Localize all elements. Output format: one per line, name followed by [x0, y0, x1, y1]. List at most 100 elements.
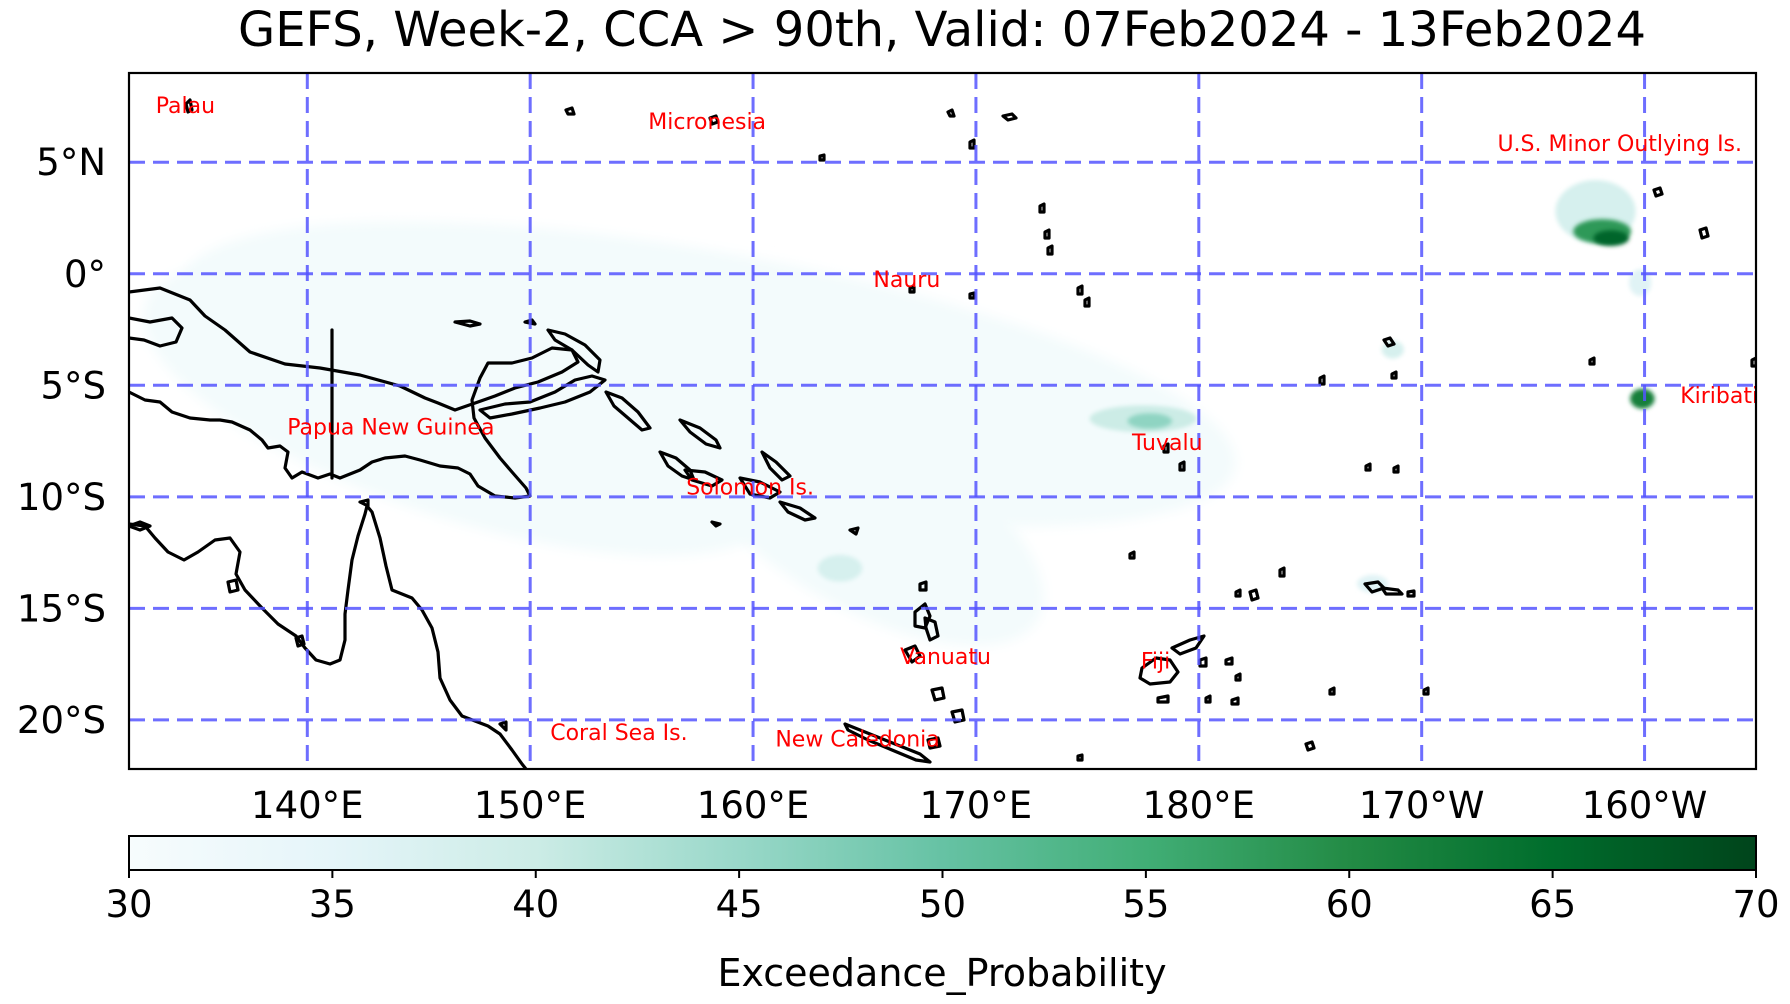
coastline-small-islet-a	[1076, 753, 1084, 762]
colorbar-tick-label: 70	[1732, 883, 1779, 926]
lon-tick-label: 150°E	[474, 784, 587, 827]
coastline-small-islet-d	[1364, 462, 1372, 472]
colorbar-gradient	[128, 835, 1757, 871]
prob-area-solomon-south-patch	[817, 554, 863, 582]
coastline-nauru	[908, 285, 916, 294]
place-label: Solomon Is.	[686, 476, 814, 501]
coastline-santa-isabel	[678, 418, 722, 450]
coastline-fiji-d	[1234, 672, 1242, 682]
coastline-fiji-f	[1230, 696, 1240, 706]
place-label: Tuvalu	[1131, 431, 1203, 456]
coastline-gilbert-d	[1076, 284, 1084, 296]
coastline-bougainville	[604, 390, 652, 432]
coastline-pohnpei	[708, 114, 720, 126]
coastline-niue	[1422, 686, 1430, 696]
coastline-new-ireland	[546, 328, 602, 374]
coastline-micronesia-islet	[818, 153, 826, 162]
place-label: Papua New Guinea	[287, 415, 494, 440]
coastline-kosrae	[1001, 112, 1018, 122]
coastline-fiji-a	[1156, 694, 1170, 704]
coastline-vanuatu-north	[918, 580, 928, 592]
coastline-gilbert-c	[1046, 244, 1054, 256]
place-label: Micronesia	[648, 110, 766, 135]
colorbar-tick-label: 65	[1529, 883, 1576, 926]
coastline-australia	[129, 504, 528, 769]
gridlines	[129, 73, 1756, 769]
coastline-efate	[923, 616, 940, 642]
place-label: Vanuatu	[900, 645, 991, 670]
latitude-tick-labels: 5°N 0° 5°S 10°S 15°S 20°S	[17, 141, 106, 742]
chart-title: GEFS, Week-2, CCA > 90th, Valid: 07Feb20…	[238, 2, 1646, 58]
coastline-manus	[453, 319, 482, 328]
coastline-espiritu-santo	[913, 602, 932, 630]
coastline-small-islet-c	[1234, 588, 1242, 598]
coastline-phoenix-b	[1382, 336, 1396, 348]
lon-tick-label: 160°E	[697, 784, 810, 827]
coastline-marshall-a	[968, 138, 976, 150]
coastline-phoenix-c	[1390, 370, 1398, 380]
coastline-malakula	[903, 644, 922, 664]
lon-tick-label: 140°E	[251, 784, 364, 827]
lat-tick-label: 10°S	[17, 476, 106, 519]
coastline-gilbert-a	[1038, 202, 1046, 214]
map-panel: Palau Micronesia U.S. Minor Outlying Is. Na…	[127, 71, 1758, 771]
coastline-phoenix-a	[1318, 374, 1326, 386]
coastline-guadalcanal	[738, 476, 782, 500]
colorbar-tick-label: 40	[512, 883, 559, 926]
lon-tick-label: 160°W	[1582, 784, 1708, 827]
prob-area-jarvis-patch	[1630, 388, 1655, 409]
coastline-makira	[778, 500, 817, 522]
place-label: Fiji	[1141, 650, 1170, 675]
place-label: Palau	[156, 94, 215, 119]
colorbar-tick-label: 30	[105, 883, 152, 926]
place-label: Nauru	[873, 268, 940, 293]
lat-tick-label: 5°N	[36, 141, 106, 184]
lat-tick-label: 20°S	[17, 699, 106, 742]
coastline-samoa-tutuila	[1406, 589, 1416, 598]
coastline-banaba	[968, 291, 976, 300]
longitude-tick-labels: 140°E 150°E 160°E 170°E 180°E 170°W 160°W	[251, 784, 1707, 827]
lat-tick-label: 0°	[64, 253, 106, 296]
coastline-jarvis	[1750, 356, 1756, 368]
coastline-fiji-c	[1224, 656, 1234, 666]
coastline-tiwi	[129, 520, 152, 532]
coastline-new-caledonia	[843, 722, 932, 764]
coastline-viti-levu	[1138, 656, 1180, 686]
coastline-vanua-levu	[1170, 634, 1206, 656]
coastline-australia-islet	[498, 720, 508, 732]
prob-area-solomon-vanuatu-band	[685, 392, 1044, 646]
coastline-palau	[184, 98, 194, 114]
coastline-groote	[226, 578, 240, 594]
colorbar-tick-label: 55	[1122, 883, 1169, 926]
coastline-howland	[1652, 186, 1664, 198]
coastline-wallis-b	[1278, 566, 1286, 578]
coastline-tuvalu-b	[1178, 460, 1186, 472]
coastline-torres-islet	[358, 498, 370, 508]
colorbar-tick-label: 60	[1326, 883, 1373, 926]
coastline-tuvalu-a	[1162, 442, 1170, 454]
lat-tick-label: 5°S	[40, 364, 106, 407]
place-label: Kiribati	[1680, 384, 1758, 409]
coastline-tokelau	[1392, 464, 1400, 474]
lon-tick-label: 180°E	[1143, 784, 1256, 827]
coastline-small-islet-b	[1128, 550, 1136, 560]
coastline-new-britain	[478, 374, 607, 420]
prob-area-tuvalu-core	[1127, 413, 1173, 429]
coastline-chuuk-a	[946, 108, 956, 118]
coastline-gilbert-b	[1043, 228, 1051, 240]
coastline-rennell	[710, 520, 722, 528]
coastline-tonga-a	[1304, 740, 1316, 752]
coastline-gilbert-e	[1083, 296, 1091, 308]
colorbar-ticks: 30 35 40 45 50 55 60 65 70	[105, 870, 1780, 926]
map-frame	[127, 71, 1758, 771]
coastline-erromango	[930, 686, 946, 702]
coastline-mornington	[294, 634, 306, 648]
colorbar-tick-label: 50	[919, 883, 966, 926]
coastline-vogelkop	[129, 316, 184, 348]
place-labels: Palau Micronesia U.S. Minor Outlying Is. Na…	[156, 94, 1758, 753]
coastline-yap	[564, 106, 576, 116]
colorbar-tick-label: 45	[716, 883, 763, 926]
lon-tick-label: 170°E	[920, 784, 1033, 827]
coastline-new-georgia	[683, 468, 724, 488]
